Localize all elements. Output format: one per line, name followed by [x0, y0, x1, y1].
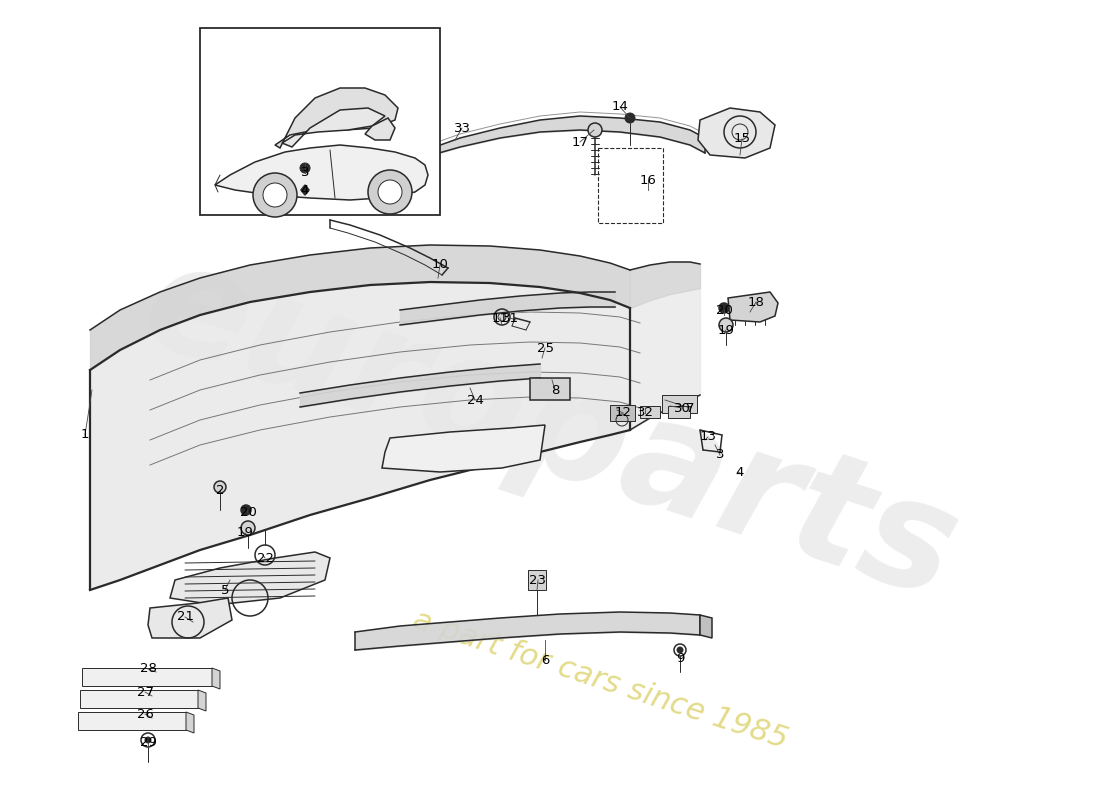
Circle shape: [145, 737, 151, 743]
Text: 33: 33: [453, 122, 471, 134]
Text: 30: 30: [673, 402, 691, 414]
Bar: [78, 712, 186, 730]
Circle shape: [588, 123, 602, 137]
Text: 12: 12: [615, 406, 631, 419]
Text: 31: 31: [502, 311, 518, 325]
Circle shape: [300, 163, 310, 173]
Text: 1: 1: [80, 429, 89, 442]
Circle shape: [241, 521, 255, 535]
Polygon shape: [198, 690, 206, 711]
Circle shape: [368, 170, 412, 214]
Polygon shape: [170, 552, 330, 605]
Circle shape: [625, 113, 635, 123]
Circle shape: [253, 173, 297, 217]
Polygon shape: [186, 712, 194, 733]
Bar: [528, 570, 546, 590]
Circle shape: [498, 313, 506, 321]
Text: 9: 9: [675, 651, 684, 665]
Text: a part for cars since 1985: a part for cars since 1985: [409, 606, 791, 754]
Text: 5: 5: [221, 583, 229, 597]
Text: 17: 17: [572, 135, 588, 149]
Text: 8: 8: [551, 383, 559, 397]
Circle shape: [719, 318, 733, 332]
Text: 19: 19: [236, 526, 253, 539]
Text: 14: 14: [612, 101, 628, 114]
Text: 20: 20: [716, 303, 733, 317]
Polygon shape: [700, 615, 712, 638]
Text: 23: 23: [529, 574, 547, 586]
Bar: [598, 148, 663, 223]
Text: 28: 28: [140, 662, 156, 675]
Text: 20: 20: [240, 506, 256, 519]
Polygon shape: [282, 108, 385, 147]
Text: 6: 6: [541, 654, 549, 666]
Text: 25: 25: [537, 342, 553, 354]
Polygon shape: [382, 425, 544, 472]
Text: 18: 18: [748, 295, 764, 309]
Text: 19: 19: [717, 323, 735, 337]
Circle shape: [378, 180, 402, 204]
Text: 27: 27: [136, 686, 154, 698]
Text: 13: 13: [700, 430, 716, 443]
Polygon shape: [212, 668, 220, 689]
Polygon shape: [214, 145, 428, 200]
Polygon shape: [148, 598, 232, 638]
Text: 16: 16: [639, 174, 657, 186]
Circle shape: [676, 647, 683, 653]
Text: 10: 10: [431, 258, 449, 271]
Circle shape: [719, 303, 729, 313]
Text: 32: 32: [637, 406, 653, 419]
Circle shape: [214, 481, 225, 493]
Polygon shape: [301, 185, 309, 195]
Text: 11: 11: [492, 311, 508, 325]
Bar: [610, 405, 635, 421]
Text: 4: 4: [300, 183, 309, 197]
Polygon shape: [365, 118, 395, 140]
Bar: [200, 28, 440, 215]
Text: 29: 29: [140, 735, 156, 749]
Polygon shape: [728, 292, 778, 322]
Circle shape: [263, 183, 287, 207]
Bar: [530, 378, 570, 400]
Text: 26: 26: [136, 707, 153, 721]
Text: 7: 7: [685, 402, 694, 414]
Text: 15: 15: [734, 133, 750, 146]
Circle shape: [241, 505, 251, 515]
Text: 2: 2: [216, 483, 224, 497]
Text: 3: 3: [300, 166, 309, 179]
Text: 21: 21: [176, 610, 194, 623]
Text: europarts: europarts: [125, 229, 975, 631]
Bar: [80, 690, 198, 708]
Text: 4: 4: [736, 466, 745, 479]
Text: 22: 22: [256, 551, 274, 565]
Text: 3: 3: [716, 449, 724, 462]
Bar: [640, 406, 660, 418]
Bar: [662, 395, 697, 413]
Text: 24: 24: [466, 394, 483, 406]
Polygon shape: [275, 88, 398, 148]
Polygon shape: [698, 108, 776, 158]
Bar: [82, 668, 212, 686]
Bar: [668, 406, 690, 418]
